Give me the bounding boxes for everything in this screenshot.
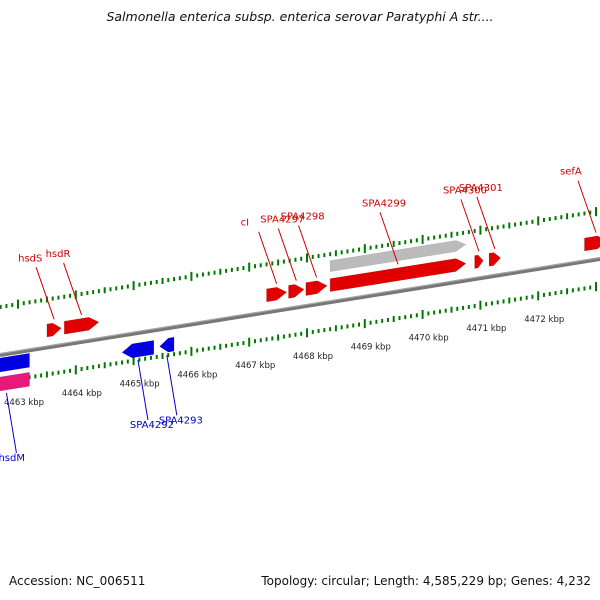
label-leader: [460, 199, 480, 252]
gene-label-SPA4298[interactable]: SPA4298: [281, 211, 325, 222]
axis-label: 4466 kbp: [177, 370, 217, 380]
gene-arrow-hsdR[interactable]: [63, 317, 100, 335]
axis-label: 4471 kbp: [466, 324, 506, 334]
gene-label-hsdS[interactable]: hsdS: [18, 253, 42, 264]
gene-arrow-sefA[interactable]: [584, 235, 600, 252]
label-leader: [63, 262, 83, 316]
label-leader: [277, 228, 297, 281]
gene-arrow-hsdS[interactable]: [46, 322, 62, 338]
gene-arrow-SPA4301[interactable]: [488, 252, 501, 267]
gene-label-hsdM[interactable]: hsdM: [0, 453, 25, 464]
label-leader: [476, 196, 496, 249]
gene-label-sefA[interactable]: sefA: [560, 167, 582, 178]
axis-label: 4463 kbp: [4, 398, 44, 408]
gene-label-SPA4301[interactable]: SPA4301: [459, 183, 503, 194]
page-title: Salmonella enterica subsp. enterica sero…: [106, 9, 494, 24]
gene-label-SPA4299[interactable]: SPA4299: [362, 198, 406, 209]
label-leader: [298, 225, 318, 278]
label-leader: [137, 359, 149, 421]
upper-tick-track: [0, 207, 597, 309]
gene-label-SPA4292[interactable]: SPA4292: [130, 420, 174, 431]
gene-arrow-hsdM[interactable]: [0, 371, 30, 392]
label-leader: [577, 180, 597, 233]
gene-label-SPA4300[interactable]: SPA4300: [443, 185, 487, 196]
axis-label: 4467 kbp: [235, 361, 275, 371]
genome-backbone: [0, 257, 600, 357]
axis-label: 4469 kbp: [351, 343, 391, 353]
gene-arrow-SPA4292[interactable]: [121, 340, 155, 359]
gene-label-SPA4297[interactable]: SPA4297: [260, 215, 304, 226]
axis-label: 4464 kbp: [62, 389, 102, 399]
accession-text: Accession: NC_006511: [9, 574, 146, 588]
axis-label: 4472 kbp: [524, 315, 564, 325]
gene-label-SPA4293[interactable]: SPA4293: [159, 415, 203, 426]
gene-arrow-hsdM-partner[interactable]: [0, 352, 30, 373]
gene-arrow-SPA4298[interactable]: [305, 280, 328, 296]
topology-text: Topology: circular; Length: 4,585,229 bp…: [261, 574, 591, 588]
label-leader: [166, 355, 178, 416]
gene-arrow-cI[interactable]: [266, 286, 288, 303]
genome-backbone-highlight: [0, 257, 600, 355]
label-leader: [379, 212, 399, 265]
gene-arrow-SPA4299[interactable]: [329, 258, 467, 292]
label-leader: [5, 392, 17, 454]
label-leader: [35, 267, 55, 320]
label-leader: [258, 231, 278, 284]
gene-arrow-SPA4299-pseudo[interactable]: [329, 240, 467, 272]
feature-track: [0, 235, 600, 392]
axis-label: 4470 kbp: [409, 333, 449, 343]
gene-arrow-SPA4300[interactable]: [474, 254, 484, 269]
gene-label-cI[interactable]: cI: [241, 218, 249, 229]
lower-tick-track: [0, 282, 597, 384]
axis-labels: 4463 kbp 4464 kbp 4465 kbp 4466 kbp 4467 kbp…: [4, 315, 564, 408]
gene-arrow-SPA4297[interactable]: [288, 284, 305, 299]
axis-label: 4468 kbp: [293, 352, 333, 362]
gene-arrow-SPA4293[interactable]: [159, 336, 175, 353]
gene-label-hsdR[interactable]: hsdR: [46, 249, 71, 260]
axis-label: 4465 kbp: [120, 380, 160, 390]
